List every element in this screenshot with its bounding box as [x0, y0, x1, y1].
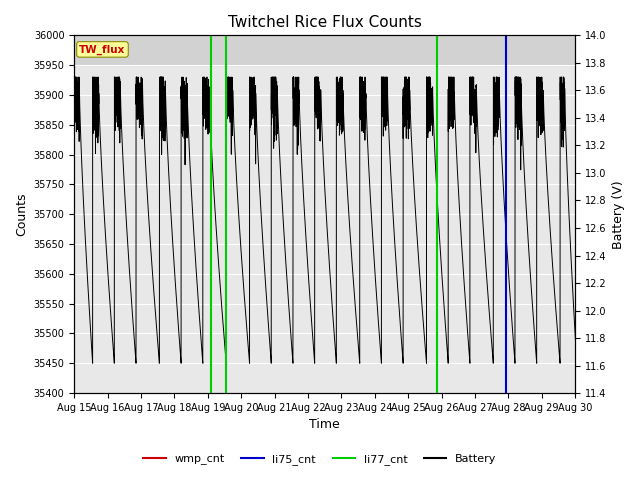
Bar: [74, 36, 575, 65]
Legend: wmp_cnt, li75_cnt, li77_cnt, Battery: wmp_cnt, li75_cnt, li77_cnt, Battery: [139, 450, 501, 469]
Y-axis label: Battery (V): Battery (V): [612, 180, 625, 249]
Title: Twitchel Rice Flux Counts: Twitchel Rice Flux Counts: [228, 15, 422, 30]
X-axis label: Time: Time: [309, 419, 340, 432]
Text: TW_flux: TW_flux: [79, 44, 125, 55]
Y-axis label: Counts: Counts: [15, 192, 28, 236]
